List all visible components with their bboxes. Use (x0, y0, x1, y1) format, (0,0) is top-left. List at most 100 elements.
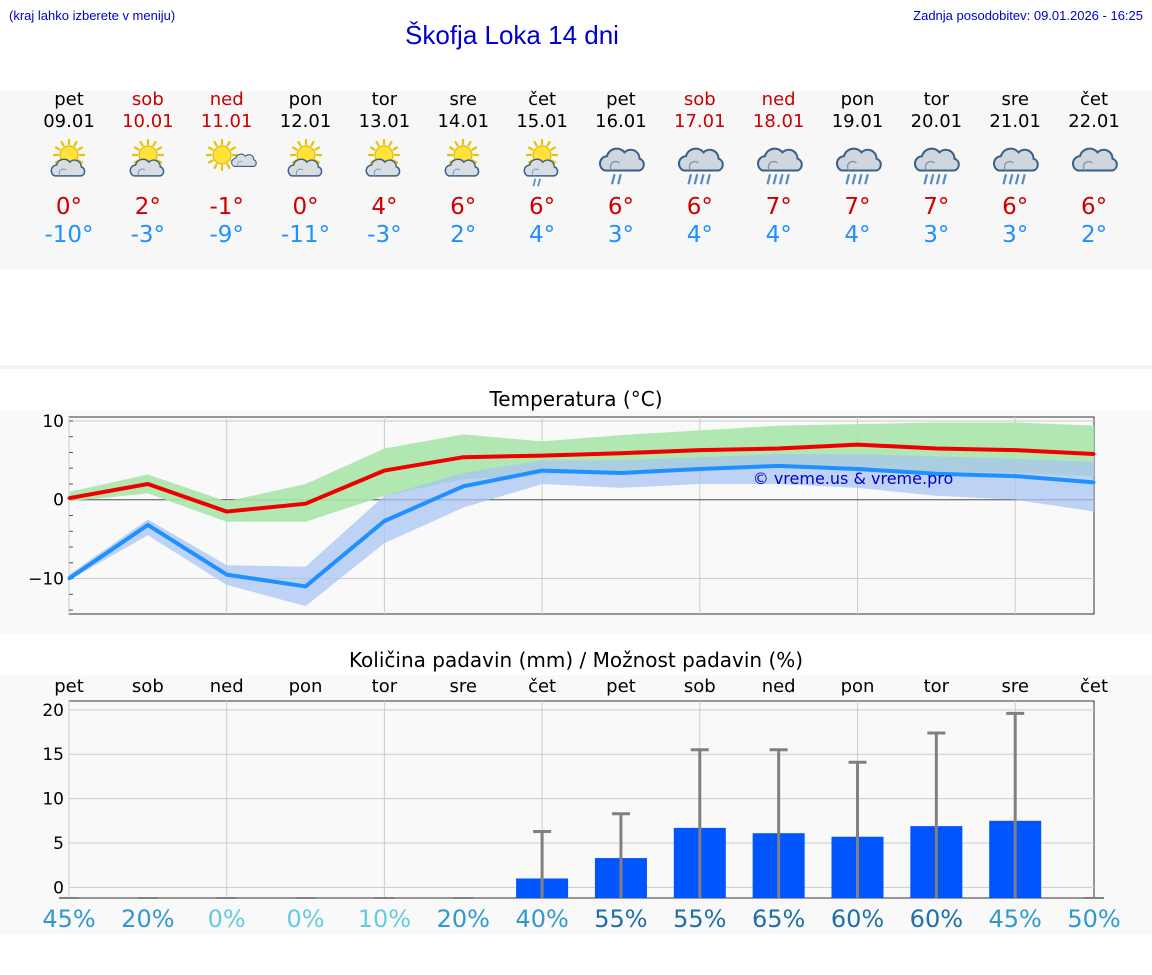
min-temp: -3° (367, 222, 402, 248)
min-temp-line (67, 463, 1095, 589)
location-hint: (kraj lahko izberete v meniju) (9, 8, 176, 23)
min-temp-point (1013, 474, 1017, 478)
min-temp: -11° (281, 222, 331, 248)
day-name: sob (683, 89, 716, 110)
max-temp: 6° (686, 194, 713, 220)
max-temp: 4° (371, 194, 398, 220)
min-temp-point (304, 584, 308, 588)
category-label: sob (132, 676, 164, 697)
max-temp: 0° (55, 194, 83, 220)
category-label: ned (762, 676, 796, 697)
max-temp: 6° (450, 194, 477, 220)
precipitation-chart: pet sob ned pon tor sre čet pet sob ned pon tor sre č… (42, 676, 1120, 933)
day-name: pon (288, 89, 323, 110)
precip-probability: 0% (287, 905, 325, 933)
min-temp-point (777, 464, 781, 468)
max-temp-point (698, 448, 702, 452)
precip-probability: 45% (989, 905, 1042, 933)
min-temp-point (146, 523, 150, 527)
day-date: 19.01 (831, 111, 884, 132)
y-tick-label: 5 (53, 834, 64, 854)
precip-probability: 20% (121, 905, 174, 933)
day-forecast: tor 20.01 7° 3° (896, 89, 976, 249)
max-temp-point (1013, 448, 1017, 452)
y-tick-label: 0 (53, 878, 64, 898)
precip-probability: 0% (208, 905, 246, 933)
sun-cloud-light-rain-icon (523, 138, 559, 187)
day-name: pon (840, 89, 875, 110)
day-name: sre (1001, 89, 1029, 110)
sun-cloud-icon (444, 138, 480, 177)
day-name: tor (371, 89, 398, 110)
min-temp-point (225, 573, 229, 577)
sun-cloud-icon (50, 138, 86, 177)
category-label: sre (1001, 676, 1028, 697)
day-name: čet (1080, 89, 1109, 110)
max-temp-point (619, 451, 623, 455)
min-temp: 2° (450, 222, 477, 248)
sun-cloud-icon (365, 138, 401, 177)
category-label: pon (841, 676, 875, 697)
y-tick-label: 15 (42, 745, 64, 765)
day-name: ned (761, 89, 796, 110)
max-temp-point (777, 447, 781, 451)
day-name: sob (131, 89, 164, 110)
day-forecast: ned 11.01 -1° -9° (187, 89, 267, 249)
category-label: sre (450, 676, 477, 697)
min-temp-point (67, 577, 71, 581)
min-temp-point (540, 469, 544, 473)
max-temp-point (146, 482, 150, 486)
min-temp: 3° (607, 222, 634, 248)
precip-probability: 60% (831, 905, 884, 933)
max-temp-point (1092, 452, 1096, 456)
min-temp-point (856, 467, 859, 471)
max-temp-point (382, 469, 386, 473)
max-temp: 7° (923, 194, 950, 220)
precip-probability: 10% (358, 905, 411, 933)
max-temp: 7° (765, 194, 792, 220)
max-temp: 6° (1002, 194, 1029, 220)
cloud-icon (1072, 147, 1118, 172)
min-temp-point (619, 471, 623, 475)
min-temp: -3° (130, 222, 166, 248)
category-label: tor (924, 676, 950, 697)
day-date: 14.01 (437, 111, 490, 132)
min-temp: 4° (529, 222, 556, 248)
day-forecast: sob 17.01 6° 4° (660, 89, 740, 249)
max-temp-point (67, 496, 71, 500)
min-temp: 4° (765, 222, 792, 248)
day-name: pet (54, 89, 84, 110)
category-label: ned (210, 676, 244, 697)
min-temp-point (698, 467, 702, 471)
max-temp: -1° (209, 194, 244, 220)
day-forecast: pon 12.01 0° -11° (266, 89, 346, 249)
min-temp-point (934, 472, 938, 476)
page-title: Škofja Loka 14 dni (405, 20, 619, 50)
forecast-band (0, 91, 1152, 269)
max-temp-line (68, 442, 1095, 514)
day-date: 09.01 (43, 111, 95, 132)
min-temp-point (382, 519, 386, 523)
precipitation-chart-title: Količina padavin (mm) / Možnost padavin … (348, 648, 804, 672)
day-name: čet (528, 89, 557, 110)
day-forecast: pon 19.01 7° 4° (818, 89, 898, 249)
precip-probability: 60% (910, 905, 963, 933)
separator (0, 365, 1152, 369)
cloud-light-rain-icon (598, 147, 645, 185)
precip-probability: 50% (1067, 905, 1120, 933)
day-date: 18.01 (752, 111, 805, 132)
min-temp-point (461, 484, 465, 488)
min-temp: -9° (209, 222, 244, 248)
max-temp-point (856, 443, 859, 447)
precip-probability: 55% (594, 905, 647, 933)
day-date: 16.01 (595, 111, 647, 132)
category-label: čet (1080, 676, 1108, 697)
precip-probability: 65% (752, 905, 805, 933)
day-forecast: ned 18.01 7° 4° (739, 89, 819, 249)
day-forecast: pet 16.01 6° 3° (581, 89, 661, 249)
category-label: čet (528, 676, 556, 697)
day-name: ned (209, 89, 244, 110)
cloud-rain-icon (677, 147, 724, 185)
day-forecast: sre 14.01 6° 2° (423, 89, 503, 249)
max-temp: 6° (529, 194, 556, 220)
